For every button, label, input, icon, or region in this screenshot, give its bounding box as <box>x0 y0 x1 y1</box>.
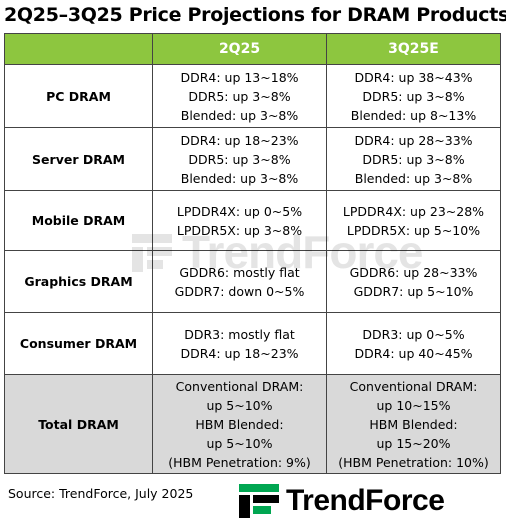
cell-line: Conventional DRAM: <box>175 378 304 394</box>
header-2q25: 2Q25 <box>152 33 327 65</box>
cell-line: GDDR7: up 5~10% <box>353 283 474 299</box>
header-corner <box>4 33 153 65</box>
cell-line: Blended: up 3~8% <box>354 170 473 186</box>
header-3q25e: 3Q25E <box>326 33 501 65</box>
cell-line: LPDDR4X: up 23~28% <box>342 203 485 219</box>
cell-line: LPDDR5X: up 5~10% <box>346 222 481 238</box>
cell-line: DDR4: up 18~23% <box>180 132 299 148</box>
cell-line: LPDDR5X: up 3~8% <box>176 222 303 238</box>
cell-line: up 5~10% <box>206 397 273 413</box>
cell-total-dram-3q25e: Conventional DRAM: up 10~15% HBM Blended… <box>326 374 501 474</box>
cell-line: DDR4: up 13~18% <box>180 69 299 85</box>
cell-line: DDR3: up 0~5% <box>362 326 465 342</box>
cell-line: DDR4: up 40~45% <box>354 345 473 361</box>
table-row: Server DRAM DDR4: up 18~23% DDR5: up 3~8… <box>4 127 501 191</box>
cell-consumer-dram-2q25: DDR3: mostly flat DDR4: up 18~23% <box>152 312 327 375</box>
cell-line: Blended: up 3~8% <box>180 170 299 186</box>
cell-line: (HBM Penetration: 10%) <box>338 454 489 470</box>
table-row: Consumer DRAM DDR3: mostly flat DDR4: up… <box>4 312 501 375</box>
cell-line: DDR3: mostly flat <box>184 326 295 342</box>
cell-line: DDR5: up 3~8% <box>362 151 465 167</box>
row-label-total-dram: Total DRAM <box>4 374 153 474</box>
trendforce-logo: TrendForce <box>238 481 500 521</box>
cell-line: Blended: up 8~13% <box>350 107 477 123</box>
source-note: Source: TrendForce, July 2025 <box>8 486 194 501</box>
cell-mobile-dram-3q25e: LPDDR4X: up 23~28% LPDDR5X: up 5~10% <box>326 190 501 251</box>
cell-mobile-dram-2q25: LPDDR4X: up 0~5% LPDDR5X: up 3~8% <box>152 190 327 251</box>
cell-pc-dram-3q25e: DDR4: up 38~43% DDR5: up 3~8% Blended: u… <box>326 64 501 128</box>
table-row: PC DRAM DDR4: up 13~18% DDR5: up 3~8% Bl… <box>4 64 501 128</box>
row-label-server-dram: Server DRAM <box>4 127 153 191</box>
cell-line: DDR5: up 3~8% <box>362 88 465 104</box>
table-header-row: 2Q25 3Q25E <box>4 33 501 65</box>
cell-graphics-dram-3q25e: GDDR6: up 28~33% GDDR7: up 5~10% <box>326 250 501 313</box>
cell-line: DDR4: up 38~43% <box>354 69 473 85</box>
cell-line: HBM Blended: <box>195 416 284 432</box>
cell-consumer-dram-3q25e: DDR3: up 0~5% DDR4: up 40~45% <box>326 312 501 375</box>
cell-line: GDDR6: up 28~33% <box>349 264 478 280</box>
table-row-total: Total DRAM Conventional DRAM: up 5~10% H… <box>4 374 501 474</box>
table-row: Graphics DRAM GDDR6: mostly flat GDDR7: … <box>4 250 501 313</box>
cell-line: Conventional DRAM: <box>349 378 478 394</box>
cell-line: Blended: up 3~8% <box>180 107 299 123</box>
cell-line: (HBM Penetration: 9%) <box>168 454 311 470</box>
cell-line: DDR5: up 3~8% <box>188 151 291 167</box>
cell-line: GDDR6: mostly flat <box>179 264 300 280</box>
cell-line: DDR5: up 3~8% <box>188 88 291 104</box>
page-title: 2Q25–3Q25 Price Projections for DRAM Pro… <box>4 4 506 26</box>
cell-line: GDDR7: down 0~5% <box>174 283 305 299</box>
row-label-consumer-dram: Consumer DRAM <box>4 312 153 375</box>
cell-server-dram-2q25: DDR4: up 18~23% DDR5: up 3~8% Blended: u… <box>152 127 327 191</box>
cell-graphics-dram-2q25: GDDR6: mostly flat GDDR7: down 0~5% <box>152 250 327 313</box>
logo-text: TrendForce <box>286 484 445 517</box>
row-label-mobile-dram: Mobile DRAM <box>4 190 153 251</box>
cell-line: HBM Blended: <box>369 416 458 432</box>
table-row: Mobile DRAM LPDDR4X: up 0~5% LPDDR5X: up… <box>4 190 501 251</box>
row-label-graphics-dram: Graphics DRAM <box>4 250 153 313</box>
cell-pc-dram-2q25: DDR4: up 13~18% DDR5: up 3~8% Blended: u… <box>152 64 327 128</box>
price-projection-table: 2Q25 3Q25E PC DRAM DDR4: up 13~18% DDR5:… <box>4 33 501 474</box>
cell-total-dram-2q25: Conventional DRAM: up 5~10% HBM Blended:… <box>152 374 327 474</box>
cell-line: up 10~15% <box>376 397 451 413</box>
trendforce-logo-icon <box>239 484 279 518</box>
cell-line: DDR4: up 28~33% <box>354 132 473 148</box>
row-label-pc-dram: PC DRAM <box>4 64 153 128</box>
cell-line: up 5~10% <box>206 435 273 451</box>
cell-server-dram-3q25e: DDR4: up 28~33% DDR5: up 3~8% Blended: u… <box>326 127 501 191</box>
cell-line: up 15~20% <box>376 435 451 451</box>
cell-line: LPDDR4X: up 0~5% <box>176 203 303 219</box>
cell-line: DDR4: up 18~23% <box>180 345 299 361</box>
